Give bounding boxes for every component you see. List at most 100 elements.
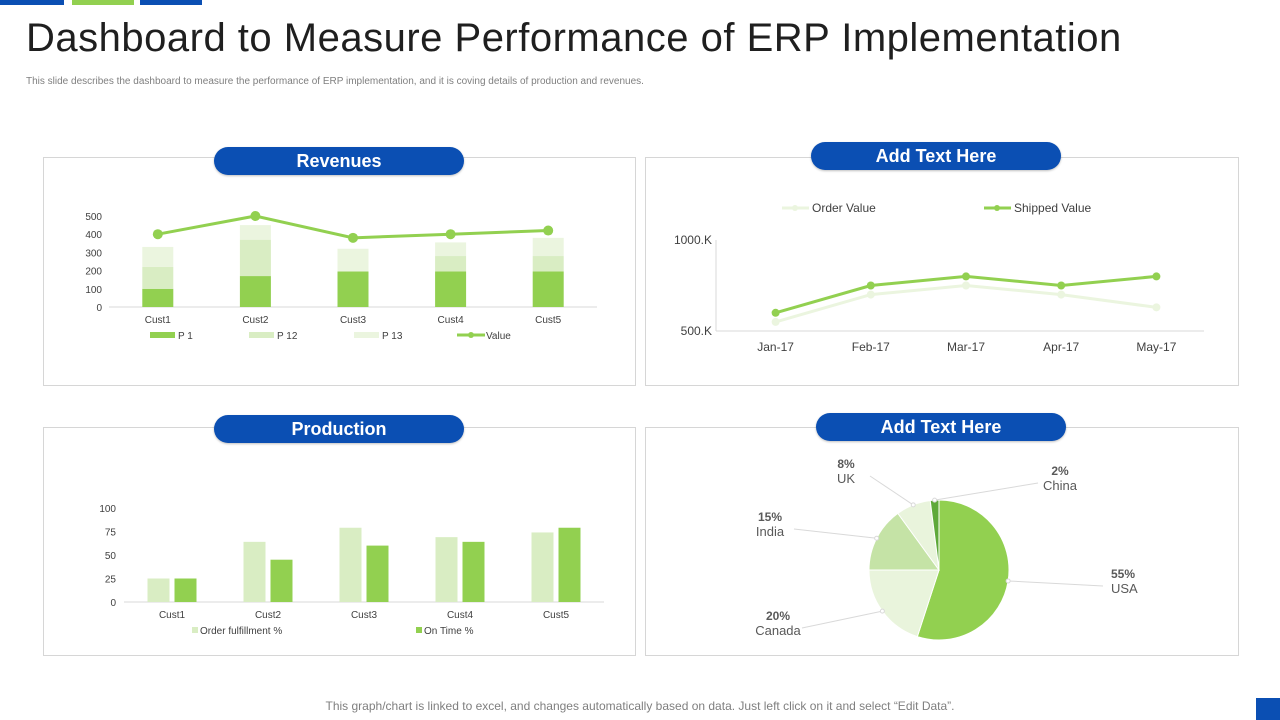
top-accent-bar-3 <box>140 0 202 5</box>
y-tick-label: 50 <box>105 551 117 562</box>
bar-p-1 <box>532 271 564 307</box>
y-tick-label: 0 <box>96 303 102 314</box>
series-point <box>1057 281 1066 290</box>
value-point <box>445 229 456 240</box>
pie-leader-line <box>869 475 914 506</box>
production-chart[interactable]: 0 25 50 75 100 Cust1 Cust2 Cust3 Cust4 Cust5 Order… <box>44 428 635 655</box>
bar-p-12 <box>532 256 564 272</box>
pie-leader-dot <box>910 502 916 508</box>
bar-order-fulfillment <box>531 532 554 602</box>
y-tick-label: 100 <box>85 285 102 296</box>
bar-p-1 <box>239 276 271 307</box>
revenues-chart[interactable]: 0 100 200 300 400 500 Cust1 Cust2 Cust3 Cust4 Cust… <box>44 158 635 385</box>
pie-leader-dot <box>879 608 885 614</box>
y-tick-label: 0 <box>110 598 116 609</box>
pie-leader-line <box>801 610 883 629</box>
pie-leader-dot <box>1005 578 1011 584</box>
series-point <box>1057 290 1066 299</box>
pie-chart-title-pill: Add Text Here <box>816 413 1066 441</box>
legend-label: Order Value <box>812 201 876 215</box>
legend-label: P 1 <box>178 331 193 342</box>
x-tick-label: Cust1 <box>145 315 172 326</box>
value-point <box>543 225 554 236</box>
y-tick-label: 500.K <box>681 324 712 338</box>
series-point <box>771 317 780 326</box>
x-tick-label: May-17 <box>1136 340 1176 354</box>
series-point <box>1152 303 1161 312</box>
bar-p-12 <box>435 256 467 272</box>
bar-on-time <box>558 527 581 602</box>
legend-swatch <box>150 332 175 338</box>
bar-order-fulfillment <box>435 537 458 602</box>
bar-p-13 <box>435 242 467 257</box>
line-chart-title-pill: Add Text Here <box>811 142 1061 170</box>
footer-note: This graph/chart is linked to excel, and… <box>325 699 955 713</box>
y-tick-label: 100 <box>99 504 116 515</box>
legend-label: P 13 <box>382 331 403 342</box>
bar-on-time <box>270 559 293 602</box>
x-tick-label: Cust5 <box>543 610 570 621</box>
legend-marker <box>792 205 798 211</box>
legend-swatch <box>354 332 379 338</box>
pie-percent-label: 2% <box>1051 464 1069 478</box>
value-line-panel[interactable]: 500.K 1000.K Jan-17 Feb-17 Mar-17 Apr-17 May-1… <box>645 157 1239 386</box>
page-subtitle: This slide describes the dashboard to me… <box>26 76 644 87</box>
pie-category-label: India <box>756 524 785 539</box>
pie-leader-line <box>934 482 1039 501</box>
bar-p-1 <box>435 271 467 307</box>
bar-p-13 <box>337 248 369 272</box>
y-tick-label: 400 <box>85 230 102 241</box>
pie-category-label: USA <box>1111 581 1138 596</box>
series-line-order-value <box>775 283 1157 324</box>
x-tick-label: Jan-17 <box>757 340 794 354</box>
production-panel[interactable]: 0 25 50 75 100 Cust1 Cust2 Cust3 Cust4 Cust5 Order… <box>43 427 636 656</box>
series-point <box>866 281 875 290</box>
legend-label: On Time % <box>424 626 474 637</box>
pie-percent-label: 55% <box>1111 567 1135 581</box>
legend-label: Order fulfillment % <box>200 626 282 637</box>
pie-leader-line <box>793 528 877 539</box>
legend-swatch <box>249 332 274 338</box>
legend-label: Shipped Value <box>1014 201 1092 215</box>
y-tick-label: 300 <box>85 248 102 259</box>
value-point <box>250 211 261 221</box>
value-line-chart[interactable]: 500.K 1000.K Jan-17 Feb-17 Mar-17 Apr-17 May-1… <box>646 158 1238 385</box>
bar-p-12 <box>142 266 174 289</box>
x-tick-label: Cust1 <box>159 610 186 621</box>
legend-line-marker <box>468 332 474 338</box>
x-tick-label: Cust3 <box>340 315 367 326</box>
bar-order-fulfillment <box>243 541 266 602</box>
x-tick-label: Cust5 <box>535 315 562 326</box>
bar-p-1 <box>142 288 174 307</box>
pie-percent-label: 8% <box>837 457 855 471</box>
x-tick-label: Feb-17 <box>852 340 890 354</box>
y-tick-label: 25 <box>105 575 117 586</box>
production-title-pill: Production <box>214 415 464 443</box>
pie-category-label: China <box>1043 478 1078 493</box>
legend-swatch <box>416 627 422 633</box>
bar-p-13 <box>239 225 271 240</box>
series-point <box>866 290 875 299</box>
bar-p-12 <box>239 239 271 277</box>
bar-p-13 <box>142 246 174 267</box>
bar-order-fulfillment <box>339 527 362 602</box>
top-accent-bar-2 <box>72 0 134 5</box>
x-tick-label: Cust2 <box>242 315 269 326</box>
pie-leader-dot <box>932 497 938 503</box>
series-point <box>771 308 780 317</box>
x-tick-label: Cust3 <box>351 610 378 621</box>
legend-marker <box>994 205 1000 211</box>
y-tick-label: 75 <box>105 528 117 539</box>
revenues-panel[interactable]: 0 100 200 300 400 500 Cust1 Cust2 Cust3 Cust4 Cust… <box>43 157 636 386</box>
series-point <box>962 281 970 290</box>
pie-category-label: UK <box>837 471 855 486</box>
country-pie-chart[interactable]: 55%USA 20%Canada 15%India 8%UK 2%China <box>646 428 1238 655</box>
bar-p-13 <box>532 237 564 257</box>
x-tick-label: Mar-17 <box>947 340 985 354</box>
bar-on-time <box>366 545 389 602</box>
value-point <box>348 232 358 243</box>
x-tick-label: Apr-17 <box>1043 340 1079 354</box>
pie-panel[interactable]: 55% USA 20% Canada 15% India 8% UK 2% China <box>645 427 1239 656</box>
revenues-title-pill: Revenues <box>214 147 464 175</box>
legend-label: P 12 <box>277 331 298 342</box>
